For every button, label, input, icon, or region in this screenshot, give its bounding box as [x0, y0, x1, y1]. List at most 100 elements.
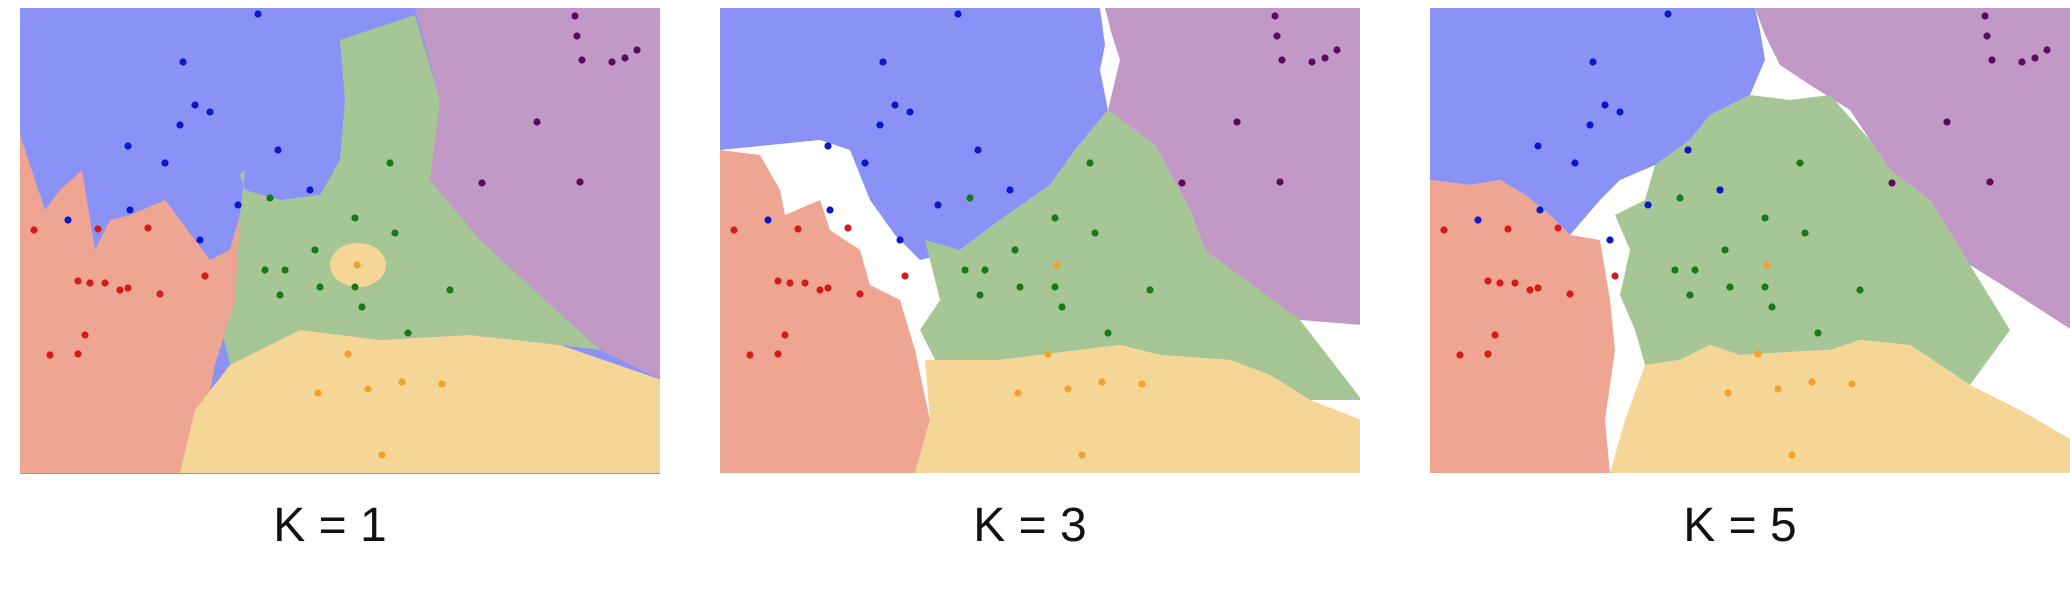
point-red: [1526, 286, 1534, 294]
point-blue: [1536, 206, 1544, 214]
point-orange: [1788, 451, 1796, 459]
point-red: [844, 224, 852, 232]
region-orange: [1610, 340, 2070, 473]
point-green: [386, 159, 394, 167]
point-red: [1491, 331, 1499, 339]
point-green: [1104, 329, 1112, 337]
point-purple: [1888, 179, 1896, 187]
region-purple: [415, 8, 660, 380]
point-blue: [1684, 146, 1692, 154]
point-blue: [176, 121, 184, 129]
point-red: [786, 279, 794, 287]
point-blue: [861, 159, 869, 167]
point-orange: [1808, 378, 1816, 386]
point-blue: [906, 108, 914, 116]
point-red: [901, 272, 909, 280]
point-red: [730, 226, 738, 234]
point-blue: [179, 58, 187, 66]
point-purple: [533, 118, 541, 126]
point-red: [1554, 224, 1562, 232]
point-blue: [1571, 159, 1579, 167]
point-purple: [2018, 58, 2026, 66]
point-purple: [1276, 178, 1284, 186]
point-orange: [353, 261, 361, 269]
point-green: [1856, 286, 1864, 294]
point-purple: [1321, 54, 1329, 62]
point-blue: [1006, 186, 1014, 194]
region-red: [20, 135, 240, 473]
region-blue: [1430, 8, 1765, 235]
point-red: [1611, 272, 1619, 280]
point-green: [1016, 283, 1024, 291]
point-green: [1721, 246, 1729, 254]
point-red: [86, 279, 94, 287]
point-green: [316, 283, 324, 291]
point-green: [1686, 291, 1694, 299]
region-blue: [720, 8, 1108, 260]
point-blue: [824, 142, 832, 150]
region-red: [720, 150, 930, 473]
point-orange: [1138, 380, 1146, 388]
point-blue: [879, 58, 887, 66]
point-purple: [1333, 46, 1341, 54]
caption-k3: K = 3: [973, 499, 1087, 552]
point-blue: [1606, 236, 1614, 244]
point-blue: [1716, 186, 1724, 194]
point-red: [1456, 351, 1464, 359]
point-orange: [1724, 389, 1732, 397]
point-green: [266, 194, 274, 202]
point-blue: [1534, 142, 1542, 150]
point-green: [1761, 283, 1769, 291]
point-red: [794, 225, 802, 233]
point-purple: [571, 12, 579, 20]
point-green: [351, 214, 359, 222]
point-purple: [1233, 118, 1241, 126]
point-red: [201, 272, 209, 280]
point-red: [1484, 350, 1492, 358]
point-blue: [254, 10, 262, 18]
point-red: [1534, 284, 1542, 292]
point-blue: [206, 108, 214, 116]
point-blue: [1644, 201, 1652, 209]
point-orange: [1848, 380, 1856, 388]
point-blue: [876, 121, 884, 129]
region-purple: [1105, 8, 1360, 325]
point-purple: [2031, 54, 2039, 62]
point-red: [81, 331, 89, 339]
point-red: [101, 279, 109, 287]
point-blue: [234, 201, 242, 209]
point-green: [1761, 214, 1769, 222]
region-green: [215, 15, 600, 365]
point-purple: [1988, 56, 1996, 64]
point-green: [1796, 159, 1804, 167]
point-red: [746, 351, 754, 359]
point-purple: [1983, 32, 1991, 40]
point-green: [1691, 266, 1699, 274]
point-green: [1146, 286, 1154, 294]
points-k1: [30, 10, 641, 459]
point-green: [311, 246, 319, 254]
point-orange: [398, 378, 406, 386]
point-red: [144, 224, 152, 232]
point-orange: [1098, 378, 1106, 386]
decision-boundary-plot-k5: [1430, 8, 2070, 474]
point-blue: [764, 216, 772, 224]
panel-k3: K = 3: [700, 0, 1360, 600]
point-blue: [191, 101, 199, 109]
point-red: [46, 351, 54, 359]
point-red: [824, 284, 832, 292]
panel-k5: K = 5: [1410, 0, 2070, 600]
point-green: [446, 286, 454, 294]
point-blue: [974, 146, 982, 154]
point-green: [1058, 303, 1066, 311]
point-blue: [1601, 101, 1609, 109]
point-red: [801, 279, 809, 287]
point-blue: [64, 216, 72, 224]
point-red: [74, 350, 82, 358]
point-green: [1814, 329, 1822, 337]
point-purple: [576, 178, 584, 186]
point-purple: [1986, 178, 1994, 186]
point-green: [276, 291, 284, 299]
point-purple: [1273, 32, 1281, 40]
point-blue: [826, 206, 834, 214]
